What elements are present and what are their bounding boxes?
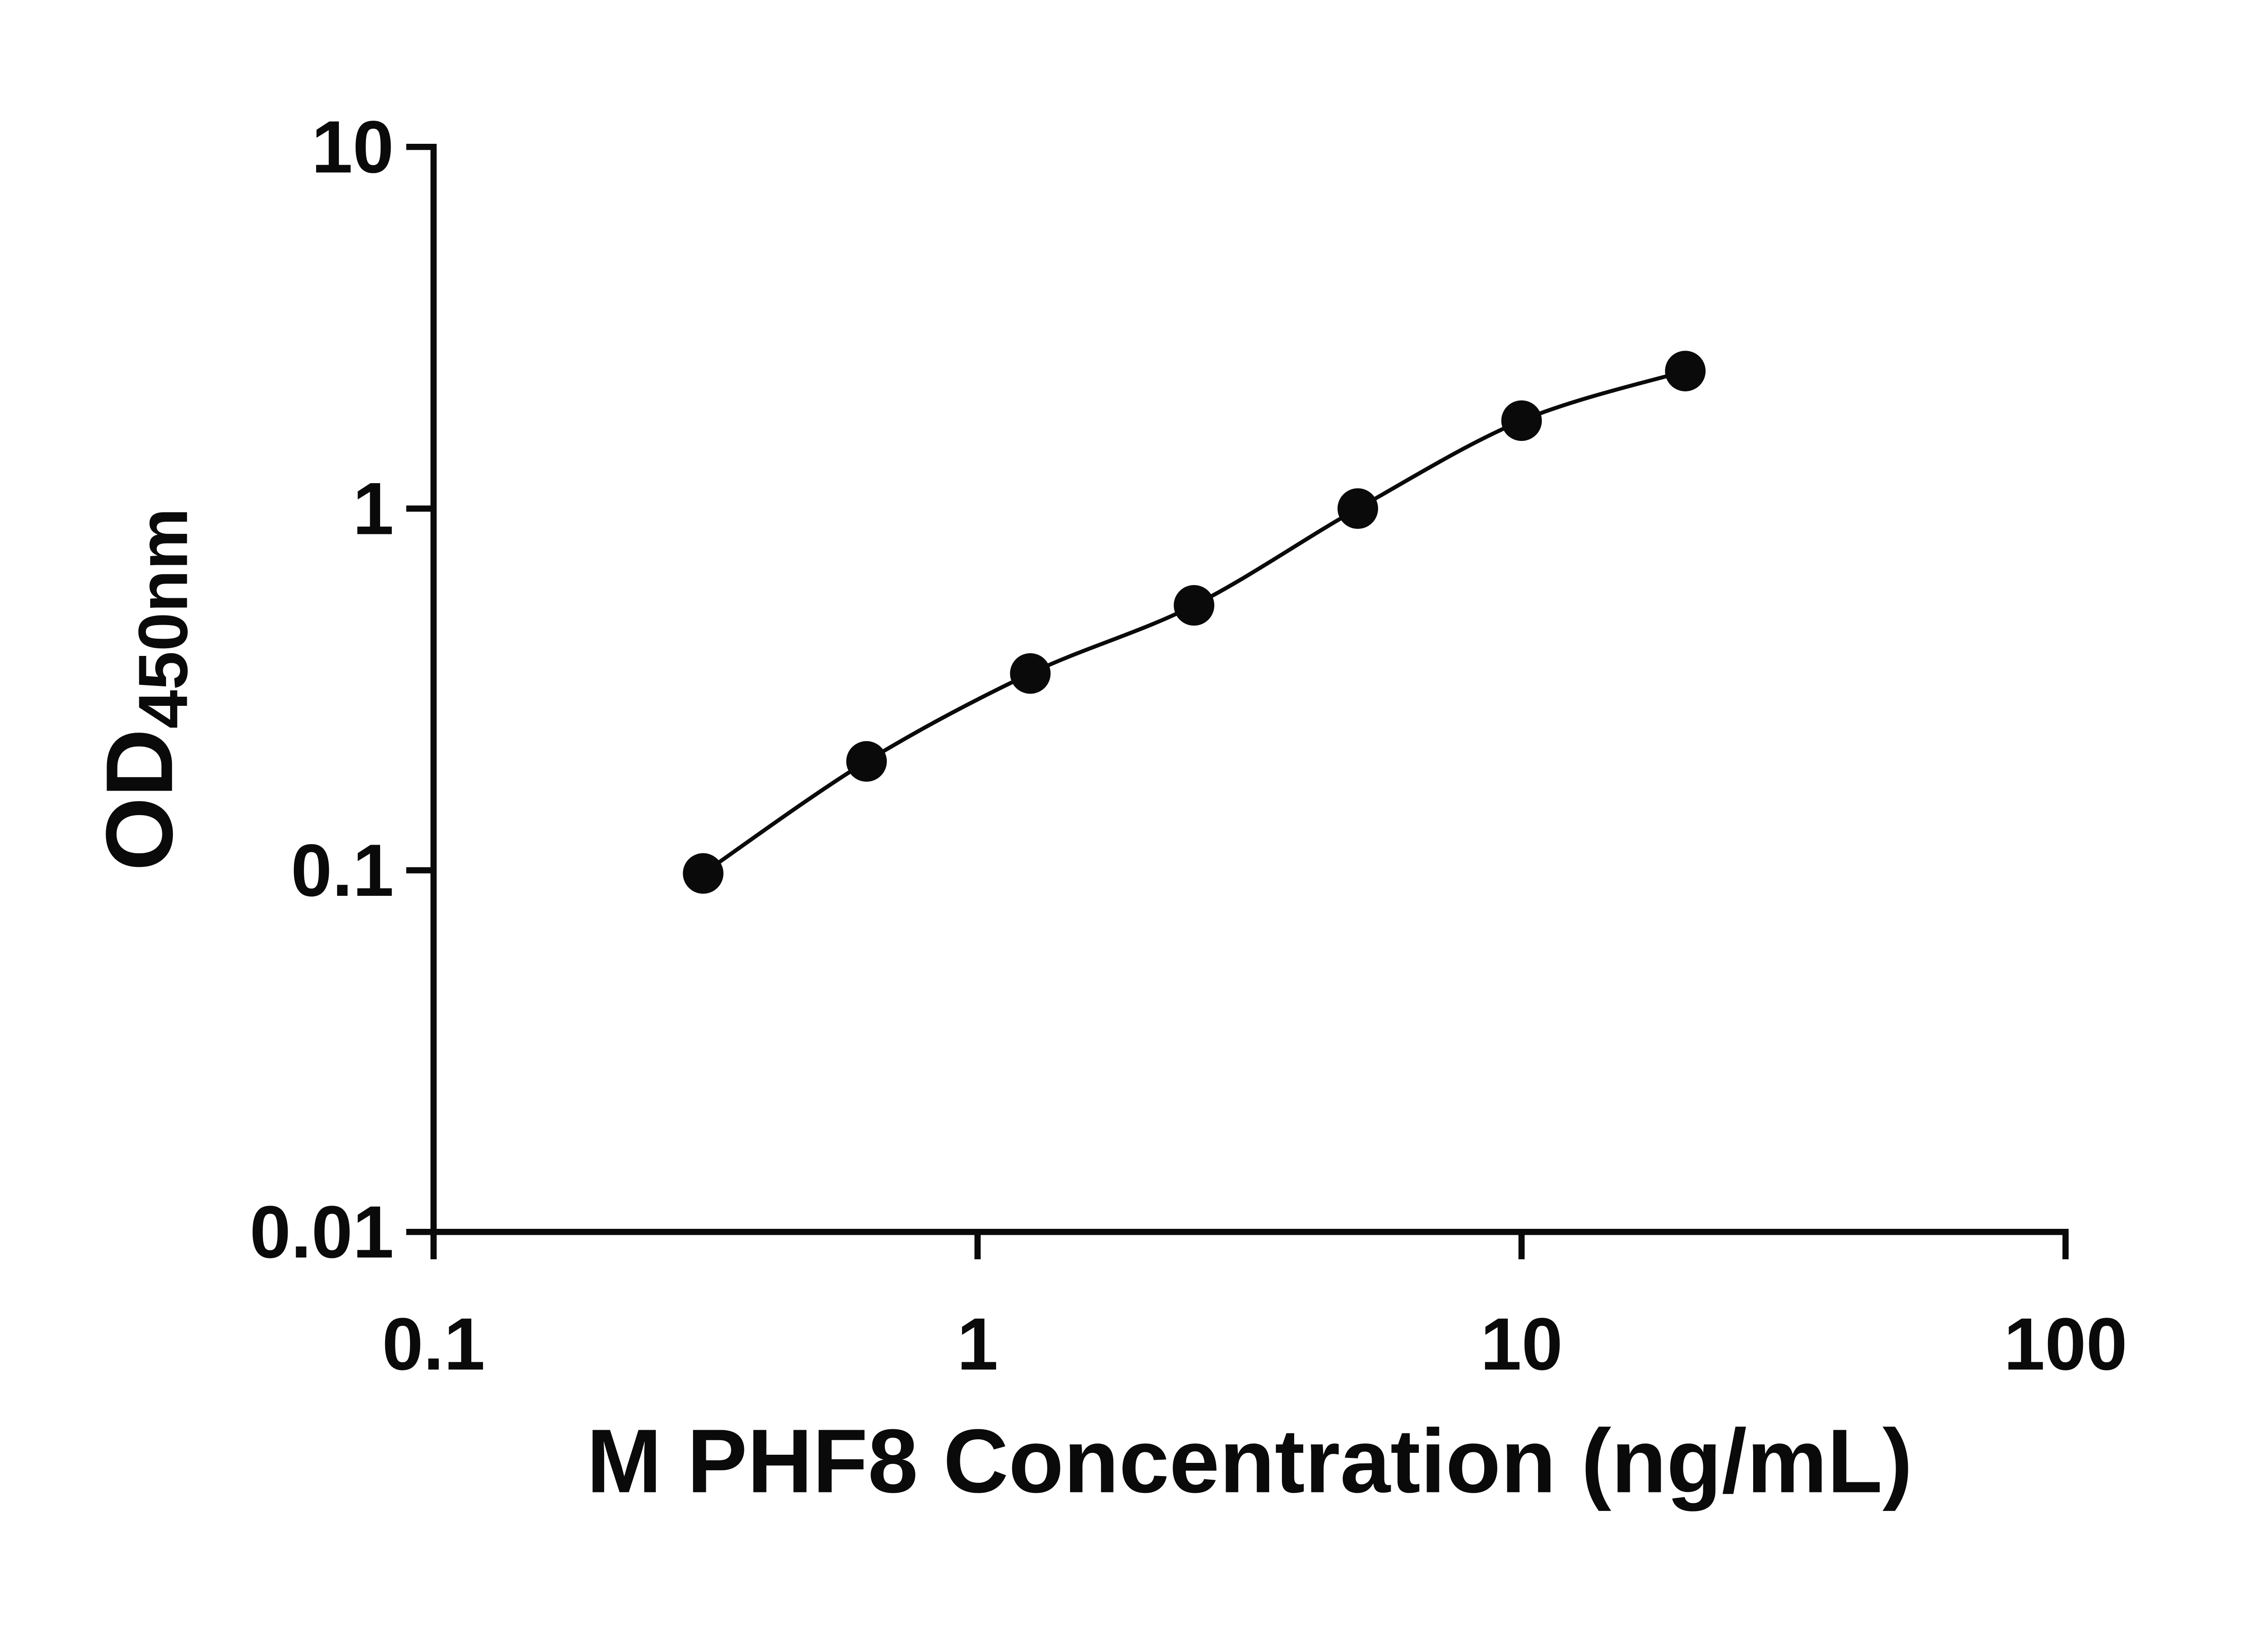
axis-spines [430, 143, 2069, 1235]
data-point [1173, 585, 1215, 626]
data-point [1665, 351, 1706, 391]
y-axis-tick-label: 1 [352, 467, 394, 550]
data-point [1337, 488, 1378, 529]
y-axis-tick-label: 10 [312, 105, 394, 188]
y-axis-tick-label: 0.1 [291, 829, 394, 912]
x-axis-tick-label: 10 [1481, 1302, 1563, 1385]
chart-canvas: 0.1 1 10 100 10 1 0.1 0.01 M PHF8 Concentration … [87, 105, 2127, 1512]
x-axis-tick-label: 0.1 [382, 1302, 485, 1385]
data-point [1010, 653, 1051, 694]
x-axis-tick-label: 100 [2004, 1302, 2127, 1385]
data-point [683, 853, 723, 894]
data-point [1501, 400, 1542, 441]
y-axis-title-main: OD [87, 728, 192, 871]
elisa-standard-curve-figure: 0.1 1 10 100 10 1 0.1 0.01 M PHF8 Concentration … [87, 105, 2127, 1512]
y-axis-title-subscript: 450nm [124, 508, 202, 729]
y-axis-tick-label: 0.01 [249, 1190, 394, 1273]
x-axis-title: M PHF8 Concentration (ng/mL) [587, 1411, 1912, 1512]
x-axis-tick-label: 1 [957, 1302, 998, 1385]
data-point [846, 741, 887, 782]
y-axis-title: OD450nm [87, 508, 202, 871]
